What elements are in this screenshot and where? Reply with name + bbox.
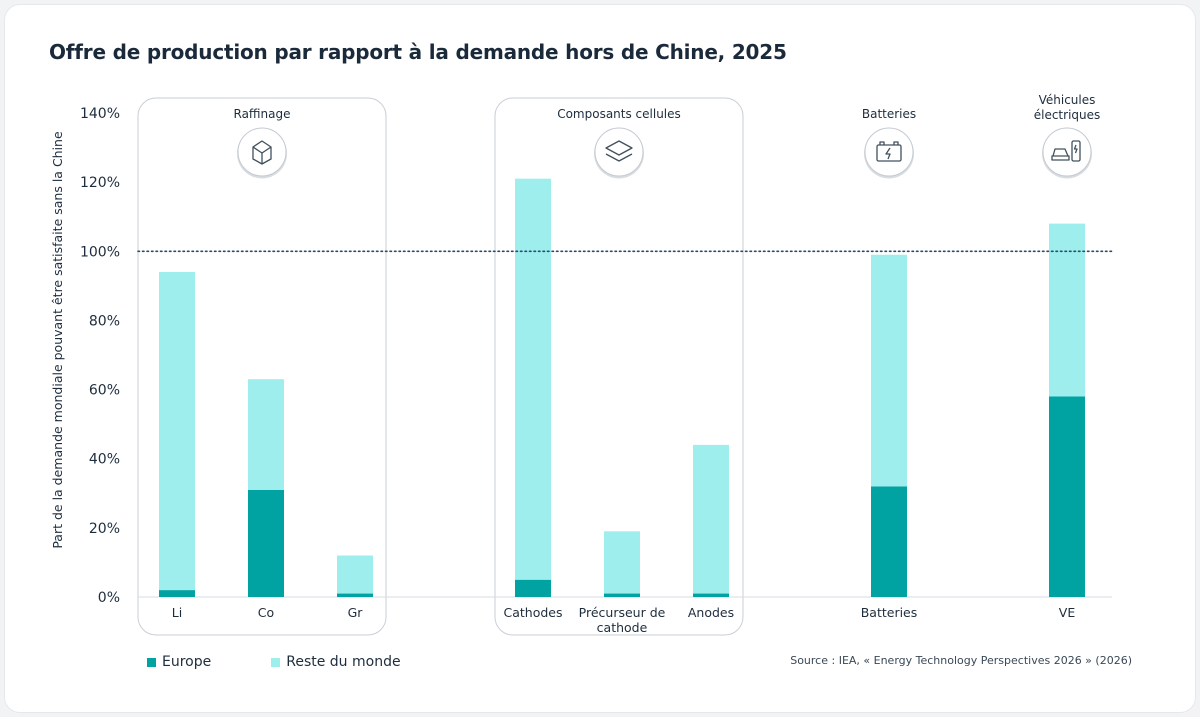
group-frame-0 [137,97,387,636]
battery-icon [864,127,914,177]
battery-icon-terminals [879,141,899,145]
x-tick-label: Précurseur de [579,605,666,620]
bar-reste-du-monde [515,178,551,580]
bar-reste-du-monde [337,555,373,594]
bar-reste-du-monde [604,531,640,594]
x-tick-label: Cathodes [504,605,563,620]
legend: Europe Reste du monde [147,654,461,670]
bar-europe [871,486,907,597]
legend-label-europe: Europe [162,654,212,670]
battery-icon-bolt [885,147,891,160]
layers-icon [594,127,644,177]
y-tick-label: 100% [80,244,120,260]
bar-europe [248,489,284,597]
chart-card [4,4,1196,713]
legend-swatch-europe [147,657,156,667]
y-tick-label: 20% [89,521,120,537]
battery-icon-body [876,144,902,162]
y-tick-label: 40% [89,452,120,468]
y-axis-label: Part de la demande mondiale pouvant être… [50,131,65,549]
y-tick-label: 0% [98,590,120,606]
x-tick-label: Li [172,605,182,620]
group-label: électriques [1034,108,1101,122]
bar-reste-du-monde [1049,223,1085,397]
group-frame-1 [494,97,744,636]
chart-title: Offre de production par rapport à la dem… [49,40,787,64]
bar-reste-du-monde [871,254,907,487]
legend-swatch-rest [271,657,281,667]
x-tick-label: cathode [597,620,648,635]
bar-europe [604,593,640,597]
legend-item-europe: Europe [147,654,211,670]
y-tick-label: 140% [80,106,120,122]
source-note: Source : IEA, « Energy Technology Perspe… [790,654,1132,667]
cube-icon-shape [252,140,272,165]
layers-icon-top [605,140,633,156]
ev-charging-icon-station [1071,140,1081,162]
x-tick-label: Anodes [688,605,734,620]
y-tick-label: 80% [89,313,120,329]
ev-charging-icon [1042,127,1092,177]
x-tick-label: Gr [348,605,364,620]
bar-reste-du-monde [693,444,729,594]
legend-item-rest: Reste du monde [271,654,401,670]
bar-europe [1049,396,1085,597]
bar-reste-du-monde [248,379,284,490]
bar-europe [337,593,373,597]
cube-icon [237,127,287,177]
ev-charging-icon-bolt [1073,144,1078,154]
x-tick-label: VE [1059,605,1076,620]
layers-icon-bottom [605,153,633,162]
y-tick-label: 120% [80,175,120,191]
x-tick-label: Batteries [861,605,918,620]
bar-reste-du-monde [159,272,195,591]
group-label: Composants cellules [557,107,681,121]
bar-europe [515,579,551,597]
group-label: Batteries [862,107,916,121]
group-label: Raffinage [234,107,291,121]
ev-charging-icon-car [1051,148,1070,161]
group-label: Véhicules [1039,93,1096,107]
x-tick-label: Co [258,605,274,620]
bar-europe [693,593,729,597]
y-tick-label: 60% [89,383,120,399]
legend-label-rest: Reste du monde [286,654,401,670]
bar-europe [159,590,195,597]
